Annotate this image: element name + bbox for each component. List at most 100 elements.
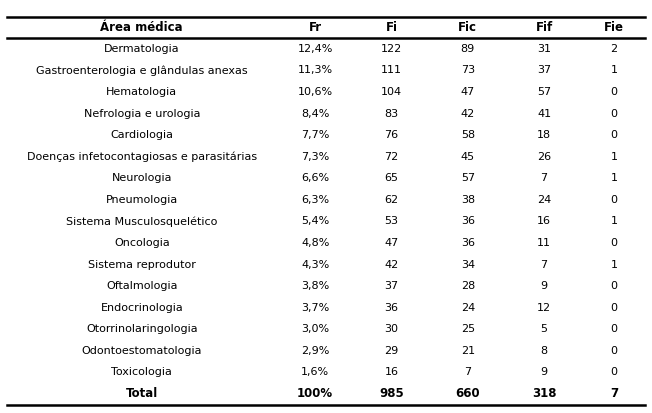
Text: 31: 31 — [537, 44, 551, 54]
Text: 57: 57 — [537, 87, 551, 97]
Text: 0: 0 — [610, 281, 617, 291]
Text: 5: 5 — [541, 324, 548, 334]
Text: 1,6%: 1,6% — [301, 368, 329, 377]
Text: 6,3%: 6,3% — [301, 195, 329, 205]
Text: Dermatologia: Dermatologia — [104, 44, 179, 54]
Text: Nefrologia e urologia: Nefrologia e urologia — [83, 109, 200, 119]
Text: Sistema reprodutor: Sistema reprodutor — [88, 259, 196, 270]
Text: 29: 29 — [385, 346, 398, 356]
Text: Neurologia: Neurologia — [111, 173, 172, 183]
Text: 58: 58 — [461, 130, 475, 140]
Text: Doenças infetocontagiosas e parasitárias: Doenças infetocontagiosas e parasitárias — [27, 152, 257, 162]
Text: 2: 2 — [610, 44, 617, 54]
Text: 65: 65 — [385, 173, 398, 183]
Text: 8: 8 — [541, 346, 548, 356]
Text: 83: 83 — [385, 109, 398, 119]
Text: 100%: 100% — [297, 387, 333, 401]
Text: 660: 660 — [456, 387, 480, 401]
Text: 26: 26 — [537, 152, 551, 162]
Text: 47: 47 — [461, 87, 475, 97]
Text: 24: 24 — [461, 303, 475, 313]
Text: Hematologia: Hematologia — [106, 87, 177, 97]
Text: 11: 11 — [537, 238, 551, 248]
Text: 1: 1 — [610, 216, 617, 226]
Text: 76: 76 — [385, 130, 398, 140]
Text: 8,4%: 8,4% — [301, 109, 329, 119]
Text: 28: 28 — [461, 281, 475, 291]
Text: 318: 318 — [532, 387, 556, 401]
Text: 11,3%: 11,3% — [298, 65, 333, 76]
Text: 3,8%: 3,8% — [301, 281, 329, 291]
Text: 3,7%: 3,7% — [301, 303, 329, 313]
Text: 0: 0 — [610, 238, 617, 248]
Text: 4,8%: 4,8% — [301, 238, 329, 248]
Text: 34: 34 — [461, 259, 475, 270]
Text: Pneumologia: Pneumologia — [106, 195, 178, 205]
Text: 3,0%: 3,0% — [301, 324, 329, 334]
Text: 12: 12 — [537, 303, 551, 313]
Text: 7: 7 — [464, 368, 471, 377]
Text: 0: 0 — [610, 303, 617, 313]
Text: 7: 7 — [610, 387, 618, 401]
Text: 1: 1 — [610, 152, 617, 162]
Text: 1: 1 — [610, 173, 617, 183]
Text: 2,9%: 2,9% — [301, 346, 329, 356]
Text: 985: 985 — [379, 387, 404, 401]
Text: 41: 41 — [537, 109, 551, 119]
Text: 45: 45 — [461, 152, 475, 162]
Text: 18: 18 — [537, 130, 551, 140]
Text: Gastroenterologia e glândulas anexas: Gastroenterologia e glândulas anexas — [36, 65, 248, 76]
Text: 7: 7 — [541, 259, 548, 270]
Text: 122: 122 — [381, 44, 402, 54]
Text: 72: 72 — [385, 152, 398, 162]
Text: 4,3%: 4,3% — [301, 259, 329, 270]
Text: 9: 9 — [541, 368, 548, 377]
Text: 12,4%: 12,4% — [297, 44, 333, 54]
Text: 37: 37 — [385, 281, 398, 291]
Text: 73: 73 — [461, 65, 475, 76]
Text: 37: 37 — [537, 65, 551, 76]
Text: 0: 0 — [610, 346, 617, 356]
Text: 5,4%: 5,4% — [301, 216, 329, 226]
Text: Oncologia: Oncologia — [114, 238, 170, 248]
Text: Fi: Fi — [385, 21, 398, 34]
Text: 42: 42 — [385, 259, 398, 270]
Text: 0: 0 — [610, 109, 617, 119]
Text: 7,3%: 7,3% — [301, 152, 329, 162]
Text: 25: 25 — [461, 324, 475, 334]
Text: Odontoestomatologia: Odontoestomatologia — [82, 346, 202, 356]
Text: 16: 16 — [537, 216, 551, 226]
Text: Sistema Musculosquelético: Sistema Musculosquelético — [66, 216, 218, 227]
Text: 0: 0 — [610, 130, 617, 140]
Text: 104: 104 — [381, 87, 402, 97]
Text: 1: 1 — [610, 65, 617, 76]
Text: 16: 16 — [385, 368, 398, 377]
Text: 47: 47 — [385, 238, 398, 248]
Text: Oftalmologia: Oftalmologia — [106, 281, 177, 291]
Text: Fie: Fie — [604, 21, 624, 34]
Text: 62: 62 — [385, 195, 398, 205]
Text: Fr: Fr — [308, 21, 322, 34]
Text: Fic: Fic — [458, 21, 477, 34]
Text: 6,6%: 6,6% — [301, 173, 329, 183]
Text: 30: 30 — [385, 324, 398, 334]
Text: Total: Total — [126, 387, 158, 401]
Text: 0: 0 — [610, 195, 617, 205]
Text: 21: 21 — [461, 346, 475, 356]
Text: 36: 36 — [385, 303, 398, 313]
Text: Endocrinologia: Endocrinologia — [100, 303, 183, 313]
Text: 38: 38 — [461, 195, 475, 205]
Text: 9: 9 — [541, 281, 548, 291]
Text: 36: 36 — [461, 216, 475, 226]
Text: Cardiologia: Cardiologia — [110, 130, 173, 140]
Text: 0: 0 — [610, 87, 617, 97]
Text: 111: 111 — [381, 65, 402, 76]
Text: 0: 0 — [610, 324, 617, 334]
Text: Otorrinolaringologia: Otorrinolaringologia — [86, 324, 198, 334]
Text: 7: 7 — [541, 173, 548, 183]
Text: Área médica: Área médica — [100, 21, 183, 34]
Text: 42: 42 — [461, 109, 475, 119]
Text: 1: 1 — [610, 259, 617, 270]
Text: 0: 0 — [610, 368, 617, 377]
Text: 89: 89 — [461, 44, 475, 54]
